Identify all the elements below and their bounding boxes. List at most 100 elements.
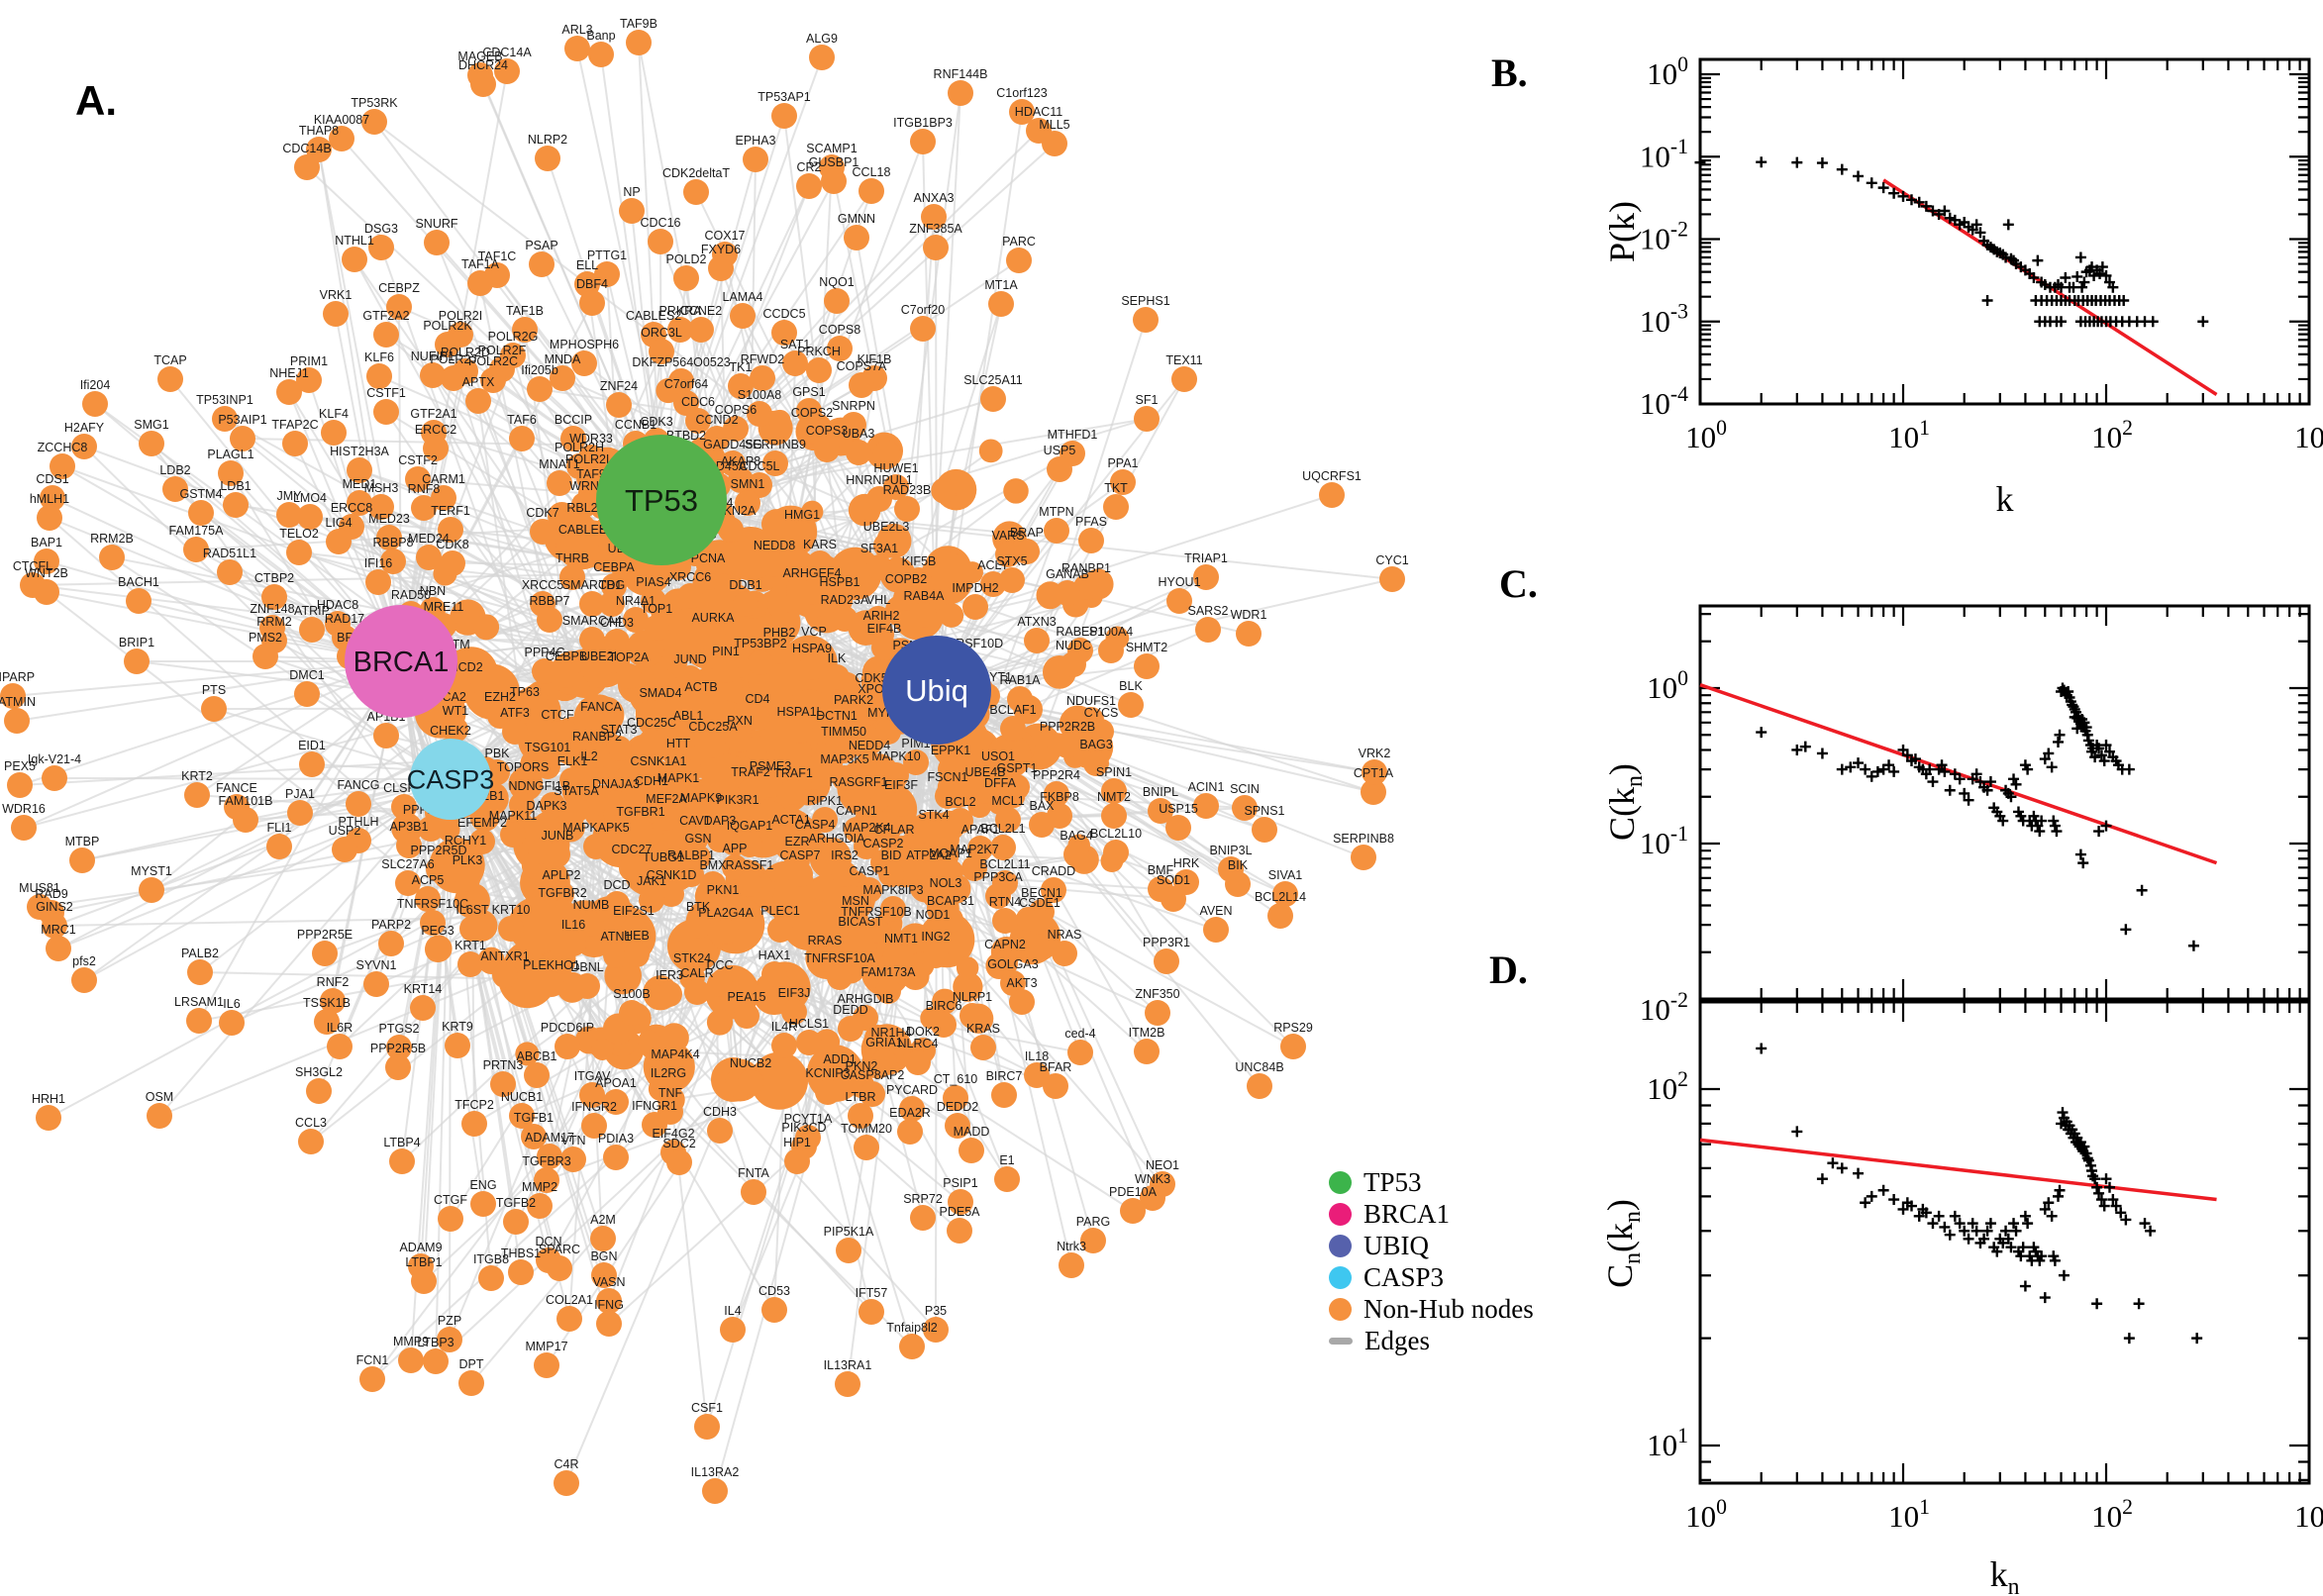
network-node-label: TIPARP [0,670,35,684]
network-node [545,721,570,747]
network-node-label: SH3GL2 [295,1065,343,1079]
network-node-label: ING2 [921,930,950,944]
network-node [678,861,704,887]
network-node-label: BCLAF1 [989,703,1036,717]
network-node [1193,564,1219,590]
network-node-label: CASP2 [863,837,904,850]
network-node [827,964,853,990]
network-node [521,1124,547,1149]
network-node [858,1299,884,1325]
network-node [843,907,868,933]
network-node-label: TGFB2 [496,1196,536,1210]
network-node [728,373,754,399]
network-node-label: DNAJA3 [592,777,640,791]
network-node-label: DAP3 [704,814,737,828]
network-node [1055,580,1080,606]
network-node [893,585,919,611]
network-node-label: TRAF2 [731,765,770,779]
network-node [916,861,942,887]
axis-ticks [1698,59,2311,404]
network-node-label: MAPK1 [657,771,699,785]
network-node [824,288,850,314]
network-node-label: PEG3 [421,924,454,938]
network-node-label: VASN [592,1275,625,1289]
network-node-label: ELL [576,258,598,272]
network-node [554,662,579,688]
network-node-label: CYCS [1084,706,1119,720]
network-node-label: CDH3 [703,1105,737,1119]
network-node-label: BCL2L11 [979,857,1030,871]
network-node-label: COPS8 [819,323,860,337]
network-node-label: TGFBR3 [522,1154,570,1168]
network-node [673,265,699,291]
tick-label: 102 [1647,1067,1688,1106]
network-node [321,420,347,446]
network-node-label: GUSBP1 [809,155,859,169]
network-node-label: ATP2A2 [906,848,952,862]
network-node [157,366,183,392]
network-node-label: FAM101B [219,794,273,808]
network-node-label: PIN1 [712,645,740,658]
network-node [962,594,988,620]
network-node-label: CD53 [758,1284,790,1298]
network-node [1059,1252,1084,1278]
network-node [40,485,65,511]
network-node-label: CSTF2 [398,453,438,467]
network-node [854,834,879,859]
network-node [878,861,904,887]
network-node [36,1105,61,1131]
network-node-label: MAP2K4 [842,821,890,835]
network-node [583,834,609,859]
network-node-label: IL2 [580,749,597,763]
network-node [741,1179,766,1205]
network-node-label: NRAS [1048,928,1082,942]
network-node [1103,840,1129,865]
network-node-label: ARHGDIB [838,992,894,1006]
network-node [848,1103,873,1129]
network-node-label: PRKRA [658,304,702,318]
network-node [296,367,322,393]
network-node-label: VCP [801,625,827,639]
network-node-label: S100A8 [738,388,782,402]
network-node-label: AURKA [691,611,735,625]
network-node [762,450,788,476]
network-node-label: ATN1 [600,930,631,944]
network-node-label: AVEN [1199,904,1232,918]
network-node-label: ANTXR1 [480,949,529,963]
network-node [540,792,565,818]
network-node [470,1191,496,1217]
network-node [184,782,210,808]
panel-d-label: D. [1489,948,1528,992]
network-node [871,1048,897,1074]
network-node-label: CDK3 [640,415,672,429]
network-node [848,928,873,953]
network-node-label: BLK [1119,679,1143,693]
network-node-label: CDK2deltaT [662,166,730,180]
network-node-label: MUS81 [19,881,60,895]
network-node-label: SMARCA4 [562,614,622,628]
network-node [1067,1040,1093,1065]
network-node [948,1189,973,1215]
network-node-label: EIF2S1 [613,904,655,918]
network-node [282,431,308,456]
network-node [796,173,822,199]
network-node [943,1085,968,1111]
network-node-label: GINS2 [36,900,73,914]
network-node [923,1317,949,1343]
network-node [411,1268,437,1294]
network-node-label: PRIM1 [290,354,328,368]
network-node-label: A2M [590,1213,616,1227]
network-node [807,550,833,576]
network-node [897,1119,923,1145]
network-node [578,911,604,937]
network-node [1103,494,1129,520]
network-node-label: RRM2B [90,532,134,546]
network-node-label: MPHOSPH6 [550,338,619,351]
network-node-label: PLK3 [453,853,483,867]
network-node-label: HIP1 [783,1136,811,1149]
network-node [594,261,620,287]
network-node [346,791,371,817]
network-node-label: CARM1 [422,472,465,486]
network-node-label: KRT9 [442,1020,473,1034]
network-node-label: CSF1 [691,1401,723,1415]
